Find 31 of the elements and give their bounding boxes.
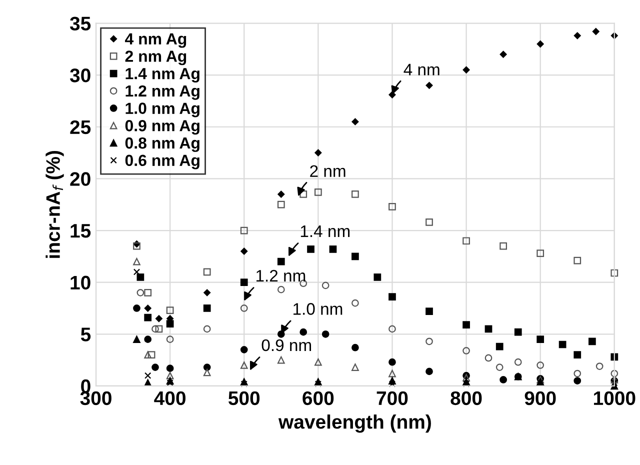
annotation: 1.2 nm	[256, 270, 306, 282]
annotation: 4 nm	[404, 64, 440, 76]
legend-label: 0.6 nm Ag	[125, 154, 200, 170]
x-tick-label: 800	[450, 391, 482, 406]
legend-label: 1.0 nm Ag	[126, 102, 200, 118]
x-tick-label: 900	[524, 391, 556, 406]
y-tick-label: 15	[70, 224, 91, 238]
y-tick-label: 35	[70, 16, 91, 31]
x-axis-title: wavelength (nm)	[278, 414, 431, 433]
y-tick-label: 25	[70, 120, 91, 134]
x-tick-label: 500	[228, 391, 260, 406]
y-tick-label: 10	[70, 276, 90, 290]
x-tick-label: 700	[376, 391, 408, 406]
y-axis-title: incr-nA$_{f}$ (%)	[46, 151, 64, 258]
legend-label: 2 nm Ag	[125, 50, 186, 66]
legend-label: 0.9 nm Ag	[125, 120, 200, 135]
y-tick-label: 30	[70, 68, 90, 82]
annotation: 2 nm	[310, 165, 346, 177]
x-tick-label: 1000	[594, 391, 636, 406]
x-tick-label: 400	[154, 391, 186, 406]
legend-label: 1.2 nm Ag	[126, 85, 200, 100]
legend-label: 4 nm Ag	[124, 33, 186, 48]
legend-label: 0.8 nm Ag	[125, 137, 200, 152]
y-tick-label: 5	[80, 328, 91, 342]
annotation: 1.4 nm	[300, 226, 350, 237]
x-tick-label: 300	[80, 391, 112, 406]
annotation: 0.9 nm	[262, 339, 312, 352]
y-tick-label: 20	[70, 172, 90, 186]
x-tick-label: 600	[302, 391, 334, 406]
annotation: 1.0 nm	[294, 303, 342, 315]
legend-label: 1.4 nm Ag	[126, 68, 200, 82]
